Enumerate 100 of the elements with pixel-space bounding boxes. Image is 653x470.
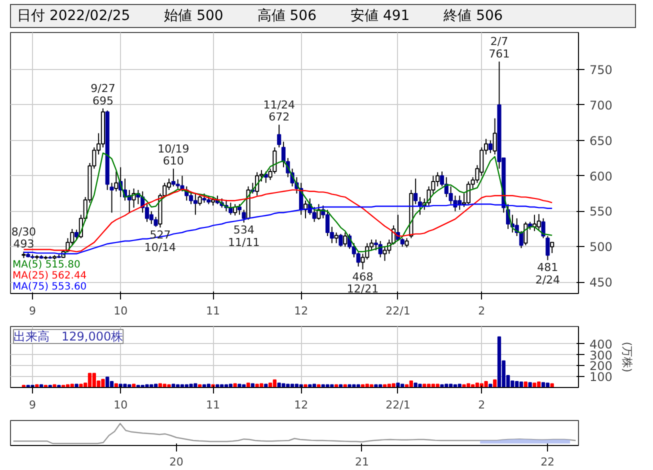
bar bbox=[493, 379, 497, 388]
bar bbox=[532, 382, 536, 388]
bar bbox=[304, 384, 308, 388]
annotation: 2/7 761 bbox=[488, 35, 510, 61]
bar bbox=[250, 383, 254, 388]
bar bbox=[290, 384, 294, 388]
bar bbox=[426, 384, 431, 388]
bar bbox=[484, 381, 488, 388]
bar bbox=[497, 336, 502, 388]
bar bbox=[422, 384, 426, 388]
x-tick-label: 12 bbox=[294, 304, 308, 318]
bar bbox=[409, 380, 414, 388]
x-tick-label: 21 bbox=[354, 456, 369, 468]
bar bbox=[172, 384, 176, 388]
bar bbox=[448, 384, 453, 388]
bar bbox=[440, 384, 444, 388]
candlestick bbox=[202, 192, 206, 204]
candlestick bbox=[343, 232, 348, 248]
bar bbox=[154, 384, 158, 388]
bar bbox=[260, 383, 264, 388]
bar bbox=[238, 384, 242, 388]
bar bbox=[145, 384, 149, 388]
bar bbox=[228, 384, 232, 388]
bar bbox=[79, 384, 83, 388]
x-tick-label: 10 bbox=[114, 304, 128, 318]
bar bbox=[272, 379, 277, 388]
bar bbox=[206, 384, 210, 388]
y-tick-label: 450 bbox=[590, 276, 612, 290]
candlestick bbox=[188, 190, 194, 205]
candlestick bbox=[550, 242, 554, 254]
x-tick-label: 22/1 bbox=[386, 398, 410, 412]
bar bbox=[294, 384, 299, 388]
x-tick-label: 10 bbox=[114, 398, 128, 412]
bar bbox=[282, 383, 286, 388]
bar bbox=[550, 383, 554, 388]
bar bbox=[431, 384, 436, 388]
bar bbox=[392, 383, 396, 388]
bar bbox=[70, 384, 74, 388]
bar bbox=[546, 382, 550, 388]
text: 日付 2022/02/25 bbox=[17, 8, 130, 24]
candlestick bbox=[524, 221, 528, 246]
text: 安値 491 bbox=[350, 8, 410, 24]
x-tick-label: 9 bbox=[29, 398, 36, 412]
candlestick bbox=[536, 214, 541, 230]
candlestick bbox=[492, 118, 497, 155]
y-tick-label: 600 bbox=[590, 169, 612, 184]
y-tick-label: 700 bbox=[590, 98, 612, 112]
bar bbox=[132, 384, 136, 388]
x-tick-label: 12 bbox=[294, 398, 308, 412]
candlestick bbox=[334, 232, 338, 244]
annotation: 9/27 695 bbox=[90, 82, 116, 108]
candlestick bbox=[541, 218, 546, 239]
x-tick-label: 11 bbox=[206, 304, 220, 318]
bar bbox=[541, 382, 546, 388]
y-axis-title: (万株) bbox=[620, 342, 634, 372]
bar bbox=[475, 382, 480, 388]
bar bbox=[370, 384, 374, 388]
bar bbox=[88, 372, 92, 388]
bar bbox=[458, 384, 462, 388]
bar bbox=[396, 382, 400, 388]
bar bbox=[264, 384, 268, 388]
x-tick-label: 9 bbox=[29, 304, 36, 318]
bar bbox=[246, 382, 250, 388]
bar bbox=[436, 384, 440, 388]
bar bbox=[524, 382, 528, 388]
text: 高値 506 bbox=[257, 8, 316, 24]
candlestick bbox=[404, 238, 409, 248]
annotation: 8/30 493 bbox=[11, 225, 36, 251]
bar bbox=[528, 382, 532, 388]
annotation: 11/24 672 bbox=[263, 98, 295, 124]
bar bbox=[326, 384, 330, 388]
candlestick bbox=[338, 233, 343, 248]
x-tick-label: 2 bbox=[478, 304, 486, 318]
bar bbox=[74, 384, 78, 388]
annotation: 481 2/24 bbox=[535, 261, 560, 287]
annotation: 534 11/11 bbox=[228, 224, 260, 249]
y-tick-label: 500 bbox=[590, 240, 612, 254]
bar bbox=[52, 384, 56, 388]
chart-title: 出来高 129,000株 bbox=[14, 330, 124, 344]
x-tick-label: 2 bbox=[478, 398, 486, 412]
bar bbox=[312, 384, 316, 388]
bar bbox=[216, 384, 220, 388]
y-tick-label: 550 bbox=[590, 204, 612, 219]
text: 始値 500 bbox=[164, 8, 224, 24]
bar bbox=[462, 384, 466, 388]
y-tick-label: 750 bbox=[590, 62, 612, 77]
y-tick-label: 650 bbox=[590, 134, 612, 148]
bar bbox=[418, 384, 422, 388]
x-tick-label: 20 bbox=[169, 456, 184, 468]
bar bbox=[123, 384, 127, 388]
candlestick bbox=[325, 209, 330, 237]
annotation: 468 12/21 bbox=[346, 270, 379, 296]
candlestick bbox=[546, 236, 550, 261]
series-label: MA(5) 515.80 bbox=[12, 260, 80, 270]
bar bbox=[488, 384, 492, 388]
text: 終値 506 bbox=[444, 8, 503, 24]
text: MA(25) 562.44 bbox=[12, 270, 87, 282]
bar bbox=[106, 376, 110, 388]
candlestick bbox=[198, 195, 202, 206]
bar bbox=[374, 384, 378, 388]
